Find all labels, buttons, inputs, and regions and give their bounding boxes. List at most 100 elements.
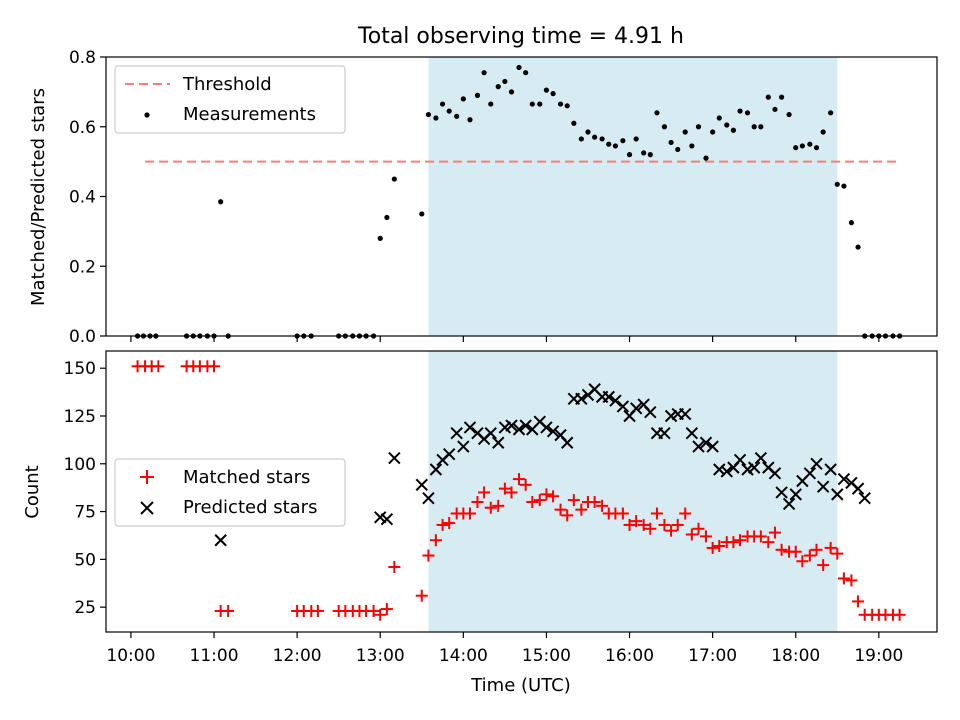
matched-star-point bbox=[567, 494, 580, 507]
predicted-star-point bbox=[720, 465, 733, 478]
bottom-legend: Matched stars Predicted stars bbox=[114, 458, 346, 527]
predicted-star-point bbox=[442, 448, 456, 461]
measurement-point bbox=[571, 120, 577, 126]
predicted-star-point bbox=[492, 436, 505, 449]
measurement-point bbox=[737, 108, 743, 114]
predicted-star-point bbox=[754, 451, 768, 465]
measurement-point bbox=[557, 101, 564, 107]
measurement-point bbox=[585, 129, 591, 135]
top-legend-frame bbox=[114, 65, 346, 134]
matched-star-point bbox=[513, 473, 526, 486]
measurement-point bbox=[495, 84, 501, 90]
x-tick-label: 13:00 bbox=[356, 646, 405, 666]
measurement-point bbox=[641, 150, 647, 156]
measurement-point bbox=[848, 220, 855, 226]
matched-star-point bbox=[463, 507, 476, 520]
matched-star-point bbox=[692, 522, 705, 535]
predicted-star-point bbox=[484, 426, 497, 440]
x-axis-label: Time (UTC) bbox=[470, 675, 571, 696]
matched-star-point bbox=[519, 478, 532, 491]
matched-star-point bbox=[803, 549, 816, 562]
y-tick-label: 0.2 bbox=[69, 257, 96, 277]
matched-star-point bbox=[831, 547, 844, 560]
matched-star-point bbox=[630, 515, 643, 528]
measurement-point bbox=[799, 143, 805, 149]
measurement-point bbox=[675, 146, 681, 153]
legend-threshold-label: Threshold bbox=[182, 74, 272, 95]
x-tick-label: 17:00 bbox=[688, 646, 737, 666]
predicted-star-point bbox=[429, 463, 443, 476]
measurement-point bbox=[633, 136, 639, 142]
measurement-point bbox=[772, 106, 778, 112]
predicted-star-point bbox=[609, 394, 622, 407]
measurement-point bbox=[751, 124, 757, 130]
matched-star-point bbox=[588, 496, 601, 509]
predicted-star-point bbox=[602, 390, 615, 404]
predicted-star-point bbox=[678, 407, 692, 421]
predicted-star-point bbox=[782, 497, 796, 511]
matched-star-point bbox=[208, 360, 221, 373]
predicted-star-point bbox=[831, 488, 844, 501]
matched-star-point bbox=[796, 555, 809, 568]
measurement-point bbox=[786, 111, 792, 118]
bottom-y-axis: 25 50 75 100 125 150 bbox=[64, 359, 106, 618]
matched-star-point bbox=[650, 507, 663, 520]
x-tick-label: 10:00 bbox=[106, 646, 155, 666]
measurement-point bbox=[454, 113, 460, 119]
predicted-star-point bbox=[560, 436, 574, 449]
matched-star-point bbox=[554, 503, 567, 516]
predicted-star-point bbox=[858, 491, 871, 505]
measurement-point bbox=[654, 110, 660, 116]
measurement-point bbox=[537, 101, 543, 107]
measurement-point bbox=[599, 136, 605, 142]
y-tick-label: 0.6 bbox=[69, 118, 96, 138]
predicted-star-point bbox=[575, 392, 588, 405]
matched-star-point bbox=[575, 503, 588, 516]
matched-star-point bbox=[561, 509, 574, 522]
matched-star-point bbox=[754, 530, 767, 543]
predicted-star-point bbox=[692, 440, 705, 453]
y-tick-label: 125 bbox=[64, 407, 96, 427]
matched-star-point bbox=[533, 494, 546, 507]
matched-star-point bbox=[699, 530, 712, 543]
measurement-point bbox=[384, 214, 390, 221]
predicted-star-point bbox=[699, 436, 713, 449]
x-tick-label: 16:00 bbox=[605, 646, 654, 666]
measurement-point bbox=[744, 110, 751, 116]
matched-star-point bbox=[623, 518, 636, 531]
matched-star-point bbox=[658, 518, 671, 531]
matched-star-point bbox=[422, 549, 435, 562]
matched-star-point bbox=[845, 574, 858, 587]
predicted-star-point bbox=[747, 461, 761, 474]
x-tick-label: 11:00 bbox=[190, 646, 239, 666]
matched-star-point bbox=[222, 604, 235, 617]
y-tick-label: 0.0 bbox=[69, 327, 96, 347]
matched-star-point bbox=[505, 486, 518, 499]
y-tick-label: 25 bbox=[74, 598, 96, 618]
matched-star-point bbox=[644, 522, 657, 535]
measurement-point bbox=[647, 152, 653, 158]
predicted-star-point bbox=[214, 534, 227, 547]
x-tick-label: 18:00 bbox=[771, 646, 820, 666]
top-observing-window bbox=[428, 57, 838, 336]
predicted-star-point bbox=[816, 480, 830, 493]
measurement-point bbox=[508, 89, 515, 95]
measurement-point bbox=[592, 134, 598, 140]
matched-star-point bbox=[706, 541, 719, 554]
matched-star-point bbox=[817, 559, 830, 572]
matched-star-point bbox=[671, 518, 684, 531]
x-tick-label: 12:00 bbox=[273, 646, 322, 666]
matched-star-point bbox=[484, 501, 497, 514]
measurement-point bbox=[779, 94, 785, 100]
y-tick-label: 75 bbox=[74, 503, 96, 523]
matched-star-point bbox=[852, 595, 865, 608]
measurement-point bbox=[523, 70, 529, 76]
predicted-star-point bbox=[422, 491, 435, 505]
measurement-point bbox=[834, 181, 840, 187]
predicted-star-point bbox=[810, 457, 823, 470]
top-y-axis-label: Matched/Predicted stars bbox=[28, 88, 49, 306]
measurement-point bbox=[433, 115, 439, 121]
predicted-star-point bbox=[768, 467, 782, 480]
matched-star-point bbox=[762, 536, 775, 549]
